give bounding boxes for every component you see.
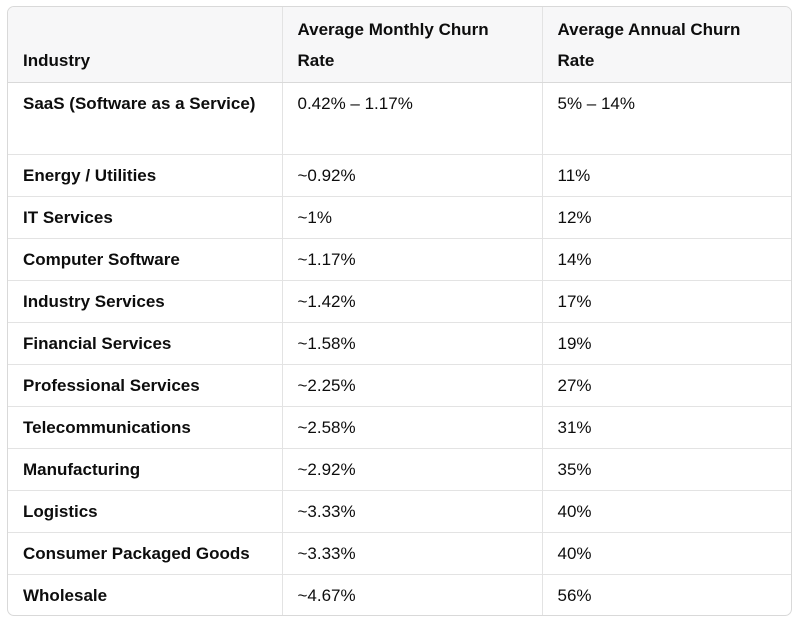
monthly-churn-cell: ~0.92% (281, 154, 542, 197)
monthly-churn-cell: ~2.58% (281, 406, 542, 449)
churn-rate-table: Industry Average Monthly Churn Rate Aver… (8, 7, 791, 615)
annual-churn-cell: 27% (541, 364, 791, 407)
annual-churn-cell: 17% (541, 280, 791, 323)
industry-cell: Manufacturing (8, 448, 282, 491)
industry-cell: Computer Software (8, 238, 282, 281)
table-header: Industry Average Monthly Churn Rate Aver… (8, 7, 791, 83)
table-row: IT Services ~1% 12% (8, 196, 791, 239)
annual-churn-cell: 56% (541, 574, 791, 615)
monthly-churn-cell: ~3.33% (281, 490, 542, 533)
table-row: Telecommunications ~2.58% 31% (8, 406, 791, 449)
table-row: Logistics ~3.33% 40% (8, 490, 791, 533)
annual-churn-cell: 14% (541, 238, 791, 281)
monthly-churn-cell: ~3.33% (281, 532, 542, 575)
industry-cell: Consumer Packaged Goods (8, 532, 282, 575)
industry-cell: Professional Services (8, 364, 282, 407)
table-row: Energy / Utilities ~0.92% 11% (8, 154, 791, 197)
industry-cell: Telecommunications (8, 406, 282, 449)
column-header-industry: Industry (8, 7, 282, 83)
table-row: Industry Services ~1.42% 17% (8, 280, 791, 323)
table-row: Consumer Packaged Goods ~3.33% 40% (8, 532, 791, 575)
industry-cell: Wholesale (8, 574, 282, 615)
monthly-churn-cell: ~1.58% (281, 322, 542, 365)
monthly-churn-cell: ~2.92% (281, 448, 542, 491)
annual-churn-cell: 40% (541, 490, 791, 533)
industry-cell: Industry Services (8, 280, 282, 323)
industry-cell: IT Services (8, 196, 282, 239)
table-row: Wholesale ~4.67% 56% (8, 574, 791, 615)
churn-rate-table-container: Industry Average Monthly Churn Rate Aver… (7, 6, 792, 616)
column-header-annual-churn: Average Annual Churn Rate (541, 7, 791, 83)
annual-churn-cell: 31% (541, 406, 791, 449)
monthly-churn-cell: ~1.42% (281, 280, 542, 323)
table-row: Computer Software ~1.17% 14% (8, 238, 791, 281)
monthly-churn-cell: ~1% (281, 196, 542, 239)
monthly-churn-cell: ~2.25% (281, 364, 542, 407)
annual-churn-cell: 19% (541, 322, 791, 365)
annual-churn-cell: 11% (541, 154, 791, 197)
table-body: SaaS (Software as a Service) 0.42% – 1.1… (8, 82, 791, 615)
monthly-churn-cell: 0.42% – 1.17% (281, 82, 542, 155)
monthly-churn-cell: ~4.67% (281, 574, 542, 615)
monthly-churn-cell: ~1.17% (281, 238, 542, 281)
table-row: Professional Services ~2.25% 27% (8, 364, 791, 407)
industry-cell: Energy / Utilities (8, 154, 282, 197)
table-row: Financial Services ~1.58% 19% (8, 322, 791, 365)
column-header-monthly-churn: Average Monthly Churn Rate (281, 7, 542, 83)
table-row: Manufacturing ~2.92% 35% (8, 448, 791, 491)
annual-churn-cell: 12% (541, 196, 791, 239)
header-row: Industry Average Monthly Churn Rate Aver… (8, 7, 791, 83)
industry-cell: SaaS (Software as a Service) (23, 94, 256, 113)
industry-cell: Financial Services (8, 322, 282, 365)
industry-cell: Logistics (8, 490, 282, 533)
annual-churn-cell: 5% – 14% (541, 82, 791, 155)
annual-churn-cell: 40% (541, 532, 791, 575)
table-row: SaaS (Software as a Service) 0.42% – 1.1… (8, 82, 791, 155)
annual-churn-cell: 35% (541, 448, 791, 491)
